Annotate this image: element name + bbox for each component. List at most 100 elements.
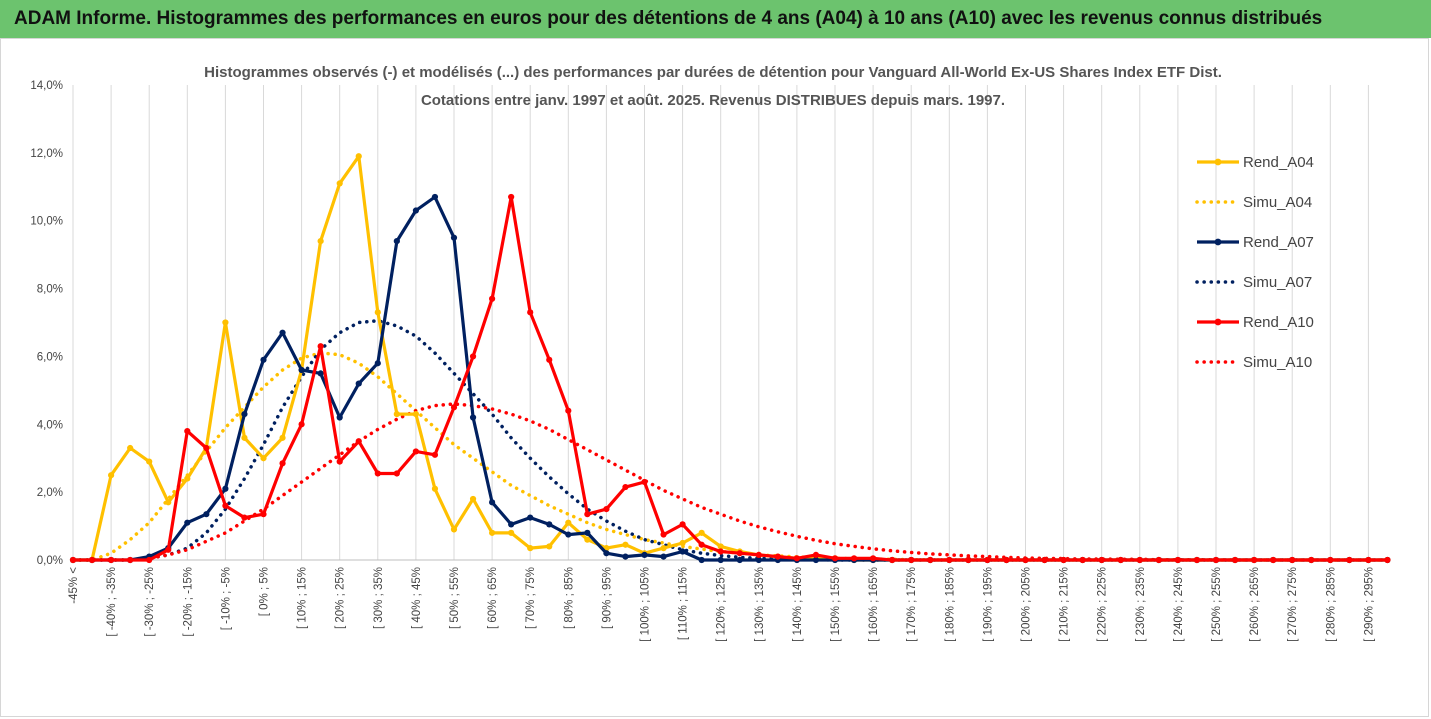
data-point-rend-a10	[1136, 556, 1143, 564]
x-tick-label: [ -20% ; -15%	[182, 567, 194, 637]
data-point-rend-a07	[489, 499, 496, 506]
data-point-rend-a04	[355, 153, 362, 160]
x-tick-label: [ 280% ; 285%	[1325, 567, 1337, 642]
data-point-rend-a10	[1327, 556, 1334, 564]
series-line-simu-a04	[71, 351, 1390, 562]
x-tick-label: [ 90% ; 95%	[601, 567, 613, 629]
data-point-rend-a07	[527, 514, 534, 521]
legend-label-rend-a07: Rend_A07	[1243, 234, 1314, 251]
data-point-rend-a07	[298, 366, 305, 374]
legend-marker-rend-a10	[1214, 318, 1222, 326]
x-tick-label: [ 70% ; 75%	[525, 567, 537, 629]
data-point-rend-a07	[755, 556, 762, 564]
data-point-rend-a07	[622, 553, 629, 560]
data-point-rend-a10	[355, 438, 362, 445]
grid-layer	[72, 85, 1369, 560]
y-tick-label: 2,0%	[37, 487, 63, 499]
data-point-rend-a07	[279, 329, 286, 336]
data-point-rend-a10	[736, 550, 743, 557]
data-point-rend-a10	[965, 556, 972, 564]
data-point-rend-a10	[431, 451, 439, 458]
data-point-rend-a10	[1289, 556, 1296, 564]
data-point-rend-a04	[679, 539, 686, 547]
data-point-rend-a10	[1270, 556, 1277, 564]
x-tick-label: [ 180% ; 185%	[944, 567, 956, 642]
data-point-rend-a10	[603, 506, 610, 513]
x-tick-label: [ 160% ; 165%	[868, 567, 880, 642]
data-point-rend-a07	[203, 511, 210, 518]
data-point-rend-a07	[374, 360, 381, 367]
data-point-rend-a10	[127, 556, 134, 564]
data-point-rend-a10	[489, 295, 496, 302]
data-point-rend-a10	[1308, 556, 1315, 564]
data-point-rend-a07	[603, 550, 610, 557]
data-point-rend-a10	[279, 460, 286, 467]
data-point-rend-a04	[489, 529, 496, 536]
x-tick-label: [ 100% ; 105%	[640, 567, 652, 642]
data-point-rend-a10	[1155, 556, 1162, 564]
data-point-rend-a04	[108, 472, 115, 479]
data-point-rend-a04	[165, 499, 172, 506]
data-point-rend-a04	[127, 444, 134, 452]
data-point-rend-a10	[508, 193, 515, 201]
y-tick-label: 0,0%	[37, 555, 63, 567]
x-tick-label: [ 210% ; 215%	[1059, 567, 1071, 642]
data-point-rend-a04	[260, 455, 267, 462]
data-point-rend-a10	[1365, 556, 1372, 564]
data-point-rend-a10	[222, 502, 229, 509]
y-tick-label: 10,0%	[30, 216, 63, 228]
data-point-rend-a10	[698, 541, 705, 548]
data-point-rend-a04	[584, 536, 591, 543]
data-point-rend-a04	[565, 519, 572, 526]
data-point-rend-a07	[450, 234, 458, 241]
y-tick-label: 4,0%	[37, 419, 63, 431]
data-point-rend-a07	[317, 370, 324, 377]
data-point-rend-a07	[812, 556, 820, 564]
series-layer	[69, 153, 1391, 564]
data-point-rend-a04	[374, 309, 381, 316]
histogram-chart: 0,0% 2,0% 4,0% 6,0% 8,0% 10,0% 12,0% 14,0% -45% …	[30, 64, 1391, 642]
x-tick-label: [ 270% ; 275%	[1287, 567, 1299, 642]
data-point-rend-a10	[1060, 556, 1067, 564]
data-point-rend-a07	[679, 548, 686, 555]
data-point-rend-a07	[184, 519, 191, 526]
data-point-rend-a10	[184, 427, 191, 435]
data-point-rend-a04	[279, 434, 286, 441]
data-point-rend-a10	[1231, 556, 1239, 564]
data-point-rend-a10	[717, 548, 724, 555]
data-point-rend-a10	[584, 511, 591, 518]
data-point-rend-a10	[88, 556, 96, 564]
data-point-rend-a04	[222, 319, 229, 326]
x-tick-label: [ 190% ; 195%	[982, 567, 994, 642]
series-line-simu-a10	[71, 402, 1390, 562]
data-point-rend-a10	[241, 514, 248, 521]
data-point-rend-a10	[850, 555, 858, 562]
data-point-rend-a07	[717, 556, 724, 564]
x-tick-label: [ 220% ; 225%	[1097, 567, 1109, 642]
legend: Rend_A04 Simu_A04 Rend_A07 Simu_A07 Rend_A10…	[1195, 154, 1314, 371]
data-point-rend-a10	[927, 556, 934, 564]
x-tick-label: [ 120% ; 125%	[716, 567, 728, 642]
x-tick-label: [ 80% ; 85%	[563, 567, 575, 629]
data-point-rend-a04	[412, 411, 419, 418]
x-tick-label: [ 290% ; 295%	[1363, 567, 1375, 642]
data-point-rend-a07	[736, 556, 743, 564]
data-point-rend-a10	[908, 556, 915, 564]
data-point-rend-a10	[641, 478, 648, 486]
x-tick-label: [ 200% ; 205%	[1021, 567, 1033, 642]
x-tick-label: [ 60% ; 65%	[487, 567, 499, 629]
data-point-rend-a04	[508, 529, 515, 536]
data-point-rend-a10	[946, 556, 953, 564]
x-tick-label: [ 230% ; 235%	[1135, 567, 1147, 642]
data-point-rend-a10	[984, 556, 991, 564]
data-point-rend-a10	[546, 356, 553, 363]
data-point-rend-a04	[546, 543, 553, 550]
data-point-rend-a10	[831, 555, 839, 562]
x-tick-label: [ 50% ; 55%	[449, 567, 461, 629]
legend-label-simu-a04: Simu_A04	[1243, 194, 1312, 211]
data-point-rend-a10	[870, 555, 877, 562]
data-point-rend-a10	[336, 458, 343, 465]
x-tick-label: [ 150% ; 155%	[830, 567, 842, 642]
data-point-rend-a07	[584, 529, 591, 536]
data-point-rend-a07	[469, 414, 477, 421]
